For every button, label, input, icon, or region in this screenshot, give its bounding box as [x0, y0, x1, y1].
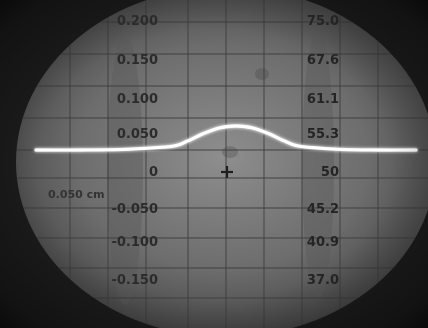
trace-point: [235, 125, 237, 127]
left-scale-tick-label: -0.150: [111, 273, 158, 288]
trace-point: [126, 148, 128, 150]
scale-unit-label: 0.050 cm: [48, 188, 105, 201]
trace-point: [219, 127, 221, 129]
trace-point: [338, 148, 340, 150]
center-crosshair-marker: [221, 166, 233, 178]
left-scale-tick-label: 0: [149, 165, 158, 180]
right-scale-tick-label: 50: [321, 165, 339, 180]
trace-point: [376, 149, 378, 151]
left-scale-tick-label: 0.150: [117, 53, 158, 68]
left-scale-tick-label: 0.100: [117, 92, 158, 107]
trace-point: [251, 127, 253, 129]
trace-point: [203, 132, 205, 134]
trace-point: [415, 149, 417, 151]
left-scale-tick-label: 0.050: [117, 127, 158, 142]
trace-point: [283, 140, 285, 142]
trace-point: [299, 145, 301, 147]
right-scale-tick-label: 75.0: [307, 14, 339, 29]
trace-point: [80, 149, 82, 151]
left-scale-tick-label: 0.200: [117, 14, 158, 29]
left-scale-tick-label: -0.100: [111, 235, 158, 250]
right-scale-tick-label: 45.2: [307, 202, 339, 217]
left-scale-tick-label: -0.050: [111, 202, 158, 217]
trace-point: [35, 149, 37, 151]
right-scale-tick-label: 67.6: [307, 53, 339, 68]
right-scale-tick-label: 40.9: [307, 235, 339, 250]
right-scale-tick-label: 37.0: [307, 273, 339, 288]
right-scale-tick-label: 61.1: [307, 92, 339, 107]
trace-point: [187, 140, 189, 142]
trace-point: [267, 132, 269, 134]
right-scale-tick-label: 55.3: [307, 127, 339, 142]
trace-point: [171, 145, 173, 147]
